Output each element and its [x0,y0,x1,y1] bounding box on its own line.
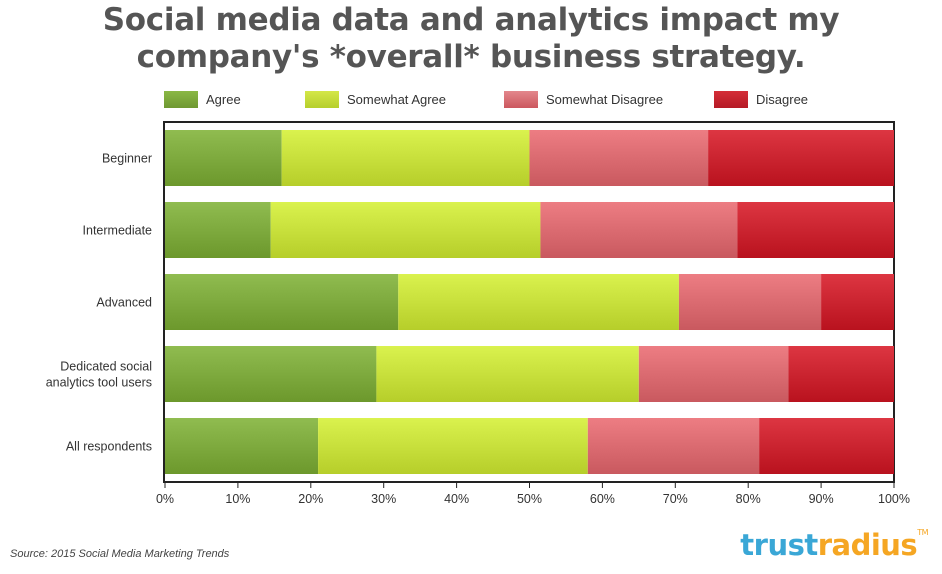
category-label-dedicated-social-analytics-tool-users: Dedicated social [60,360,152,374]
bar-beginner-agree [165,130,282,186]
category-label-beginner: Beginner [102,152,152,166]
bar-advanced-somewhat-disagree [678,274,822,330]
bar-advanced-agree [165,274,399,330]
x-tick-label: 10% [225,492,250,506]
x-tick-label: 90% [809,492,834,506]
x-tick-label: 60% [590,492,615,506]
legend-swatch-disagree [714,90,748,108]
bar-beginner-somewhat-agree [281,130,530,186]
legend-item-disagree: Disagree [714,88,808,110]
bar-dedicated-social-analytics-tool-users-disagree [788,346,894,402]
legend-swatch-agree [164,90,198,108]
chart-title: Social media data and analytics impact m… [0,2,942,76]
bar-all-respondents-somewhat-agree [318,418,588,474]
legend-label-somewhat-disagree: Somewhat Disagree [546,91,664,107]
trustradius-logo: trustradiusTM [740,528,928,562]
legend-label-somewhat-agree: Somewhat Agree [347,91,447,107]
bar-advanced-somewhat-agree [398,274,679,330]
x-tick-label: 100% [878,492,910,506]
category-label-all-respondents: All respondents [66,440,152,454]
bar-beginner-disagree [708,130,894,186]
x-tick-label: 40% [444,492,469,506]
legend-swatch-somewhat-agree [305,90,339,108]
bar-beginner-somewhat-disagree [529,130,709,186]
x-tick-label: 30% [371,492,396,506]
bar-all-respondents-agree [165,418,319,474]
legend-label-agree: Agree [206,91,241,107]
chart-title-line-1: Social media data and analytics impact m… [102,2,840,38]
bar-dedicated-social-analytics-tool-users-agree [165,346,377,402]
logo-trademark: TM [917,528,928,537]
category-label-dedicated-social-analytics-tool-users: analytics tool users [46,376,152,390]
legend-item-somewhat-disagree: Somewhat Disagree [504,88,663,110]
bar-intermediate-somewhat-disagree [540,202,738,258]
bar-intermediate-agree [165,202,271,258]
bar-intermediate-somewhat-agree [270,202,541,258]
x-tick-label: 80% [736,492,761,506]
legend-item-agree: Agree [164,88,241,110]
x-tick-label: 0% [156,492,174,506]
bar-all-respondents-somewhat-disagree [587,418,760,474]
bar-dedicated-social-analytics-tool-users-somewhat-agree [376,346,639,402]
x-tick-label: 70% [663,492,688,506]
bar-all-respondents-disagree [759,418,894,474]
legend-swatch-somewhat-disagree [504,90,538,108]
logo-part-1: trust [740,528,818,562]
x-tick-label: 50% [517,492,542,506]
source-note: Source: 2015 Social Media Marketing Tren… [10,548,230,560]
chart-title-line-2: company's *overall* business strategy. [136,39,806,75]
chart-legend: Agree Somewhat Agree Somewhat Disagree D… [0,88,942,110]
bar-intermediate-disagree [737,202,894,258]
x-tick-label: 20% [298,492,323,506]
bar-dedicated-social-analytics-tool-users-somewhat-disagree [638,346,789,402]
category-label-intermediate: Intermediate [83,224,153,238]
legend-item-somewhat-agree: Somewhat Agree [305,88,446,110]
bar-advanced-disagree [821,274,894,330]
legend-label-disagree: Disagree [756,91,809,107]
category-label-advanced: Advanced [96,296,152,310]
logo-part-2: radius [817,528,918,562]
